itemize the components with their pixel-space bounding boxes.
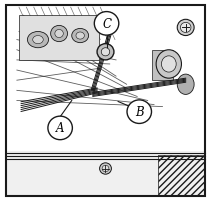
Circle shape: [180, 23, 191, 33]
Ellipse shape: [55, 30, 63, 38]
Bar: [6, 152, 205, 196]
Text: B: B: [135, 106, 143, 119]
Ellipse shape: [33, 36, 43, 44]
Circle shape: [127, 100, 151, 124]
Circle shape: [102, 165, 109, 172]
Ellipse shape: [51, 26, 68, 42]
Circle shape: [94, 13, 119, 36]
Circle shape: [97, 44, 114, 61]
Ellipse shape: [76, 33, 84, 40]
Circle shape: [101, 48, 110, 57]
Ellipse shape: [161, 57, 176, 73]
Bar: [158, 156, 205, 196]
Text: A: A: [56, 122, 64, 135]
Ellipse shape: [72, 29, 89, 43]
Circle shape: [177, 20, 194, 36]
Circle shape: [48, 117, 72, 140]
Text: C: C: [102, 18, 111, 31]
Ellipse shape: [177, 75, 194, 95]
Circle shape: [100, 163, 111, 174]
Bar: [152, 50, 173, 81]
Bar: [6, 6, 23, 196]
Ellipse shape: [156, 50, 181, 79]
Ellipse shape: [27, 32, 49, 48]
Bar: [19, 16, 99, 61]
